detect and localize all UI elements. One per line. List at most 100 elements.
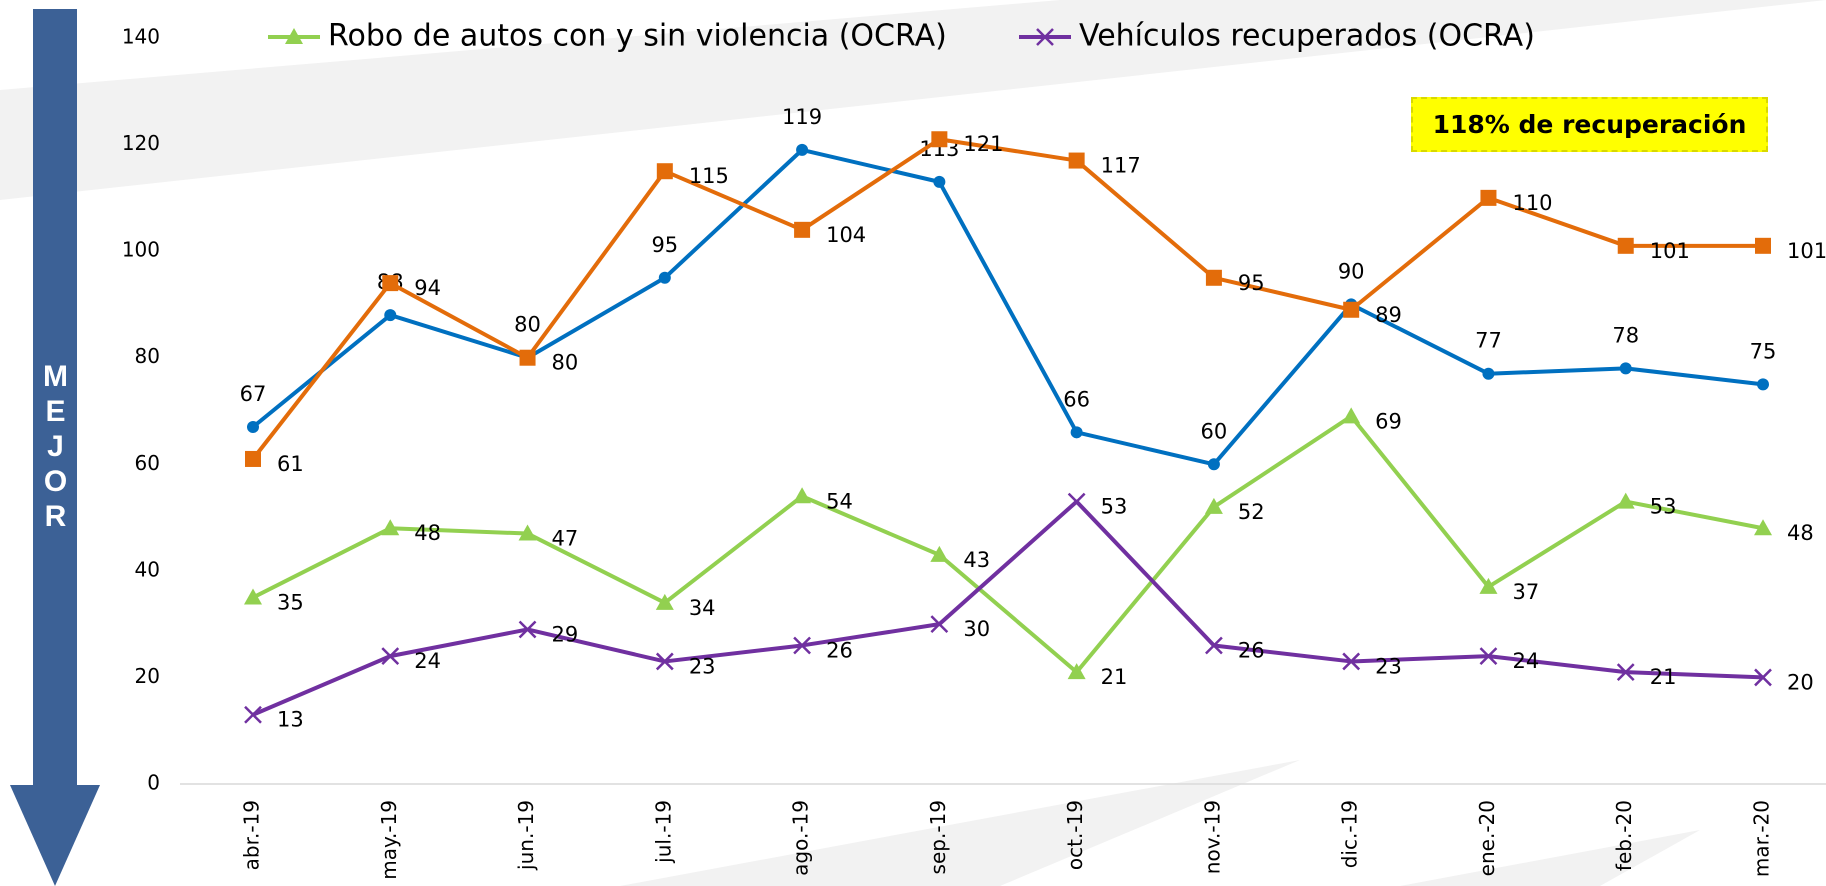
data-label: 119 — [782, 105, 822, 129]
point — [1205, 636, 1223, 655]
data-label: 24 — [1512, 649, 1539, 673]
x-tick-label: abr.-19 — [240, 800, 264, 870]
data-label: 52 — [1238, 500, 1265, 524]
data-label: 37 — [1512, 580, 1539, 604]
point — [1616, 492, 1635, 509]
point — [1479, 577, 1498, 594]
point — [244, 705, 262, 724]
series-line — [251, 147, 1764, 467]
x-tick-label: feb.-20 — [1612, 800, 1636, 871]
point — [796, 143, 809, 156]
data-label: 77 — [1475, 329, 1502, 353]
data-label: 20 — [1787, 670, 1814, 694]
x-tick-label: jun.-19 — [514, 800, 538, 871]
point — [655, 593, 674, 610]
point — [1755, 237, 1771, 254]
data-label: 29 — [552, 622, 579, 646]
legend-label: Robo de autos con y sin violencia (OCRA) — [328, 19, 947, 54]
data-label: 54 — [826, 489, 853, 513]
data-label: 53 — [1650, 495, 1677, 519]
data-label: 95 — [1238, 271, 1265, 295]
data-label: 30 — [963, 617, 990, 641]
legend-marker — [1036, 28, 1054, 46]
y-tick-label: 120 — [122, 131, 160, 155]
point — [245, 450, 261, 467]
data-label: 78 — [1612, 323, 1639, 347]
point — [930, 615, 949, 634]
y-tick-label: 100 — [122, 238, 160, 262]
point — [518, 620, 537, 639]
data-label: 35 — [277, 591, 304, 615]
x-tick-label: mar.-20 — [1750, 800, 1774, 877]
point — [656, 163, 673, 180]
data-label: 94 — [414, 276, 441, 300]
data-label: 115 — [689, 164, 729, 188]
point — [1204, 497, 1223, 514]
point — [1480, 189, 1497, 206]
point — [1342, 407, 1361, 424]
data-label: 47 — [552, 527, 579, 551]
data-label: 26 — [826, 638, 853, 662]
data-label: 121 — [963, 132, 1003, 156]
point — [1757, 378, 1769, 391]
data-label: 80 — [514, 313, 541, 337]
point — [1616, 663, 1635, 681]
data-label: 21 — [1650, 665, 1677, 689]
point — [931, 131, 948, 148]
data-label: 75 — [1750, 339, 1777, 363]
data-label: 26 — [1238, 638, 1265, 662]
data-label: 43 — [963, 548, 990, 572]
point — [518, 524, 537, 541]
data-label: 69 — [1375, 409, 1402, 433]
x-tick-label: jul.-19 — [651, 800, 675, 864]
data-label: 117 — [1101, 154, 1141, 178]
background-swoosh — [620, 760, 1300, 886]
point — [793, 487, 812, 504]
point — [519, 349, 536, 366]
point — [1070, 426, 1083, 439]
data-label: 95 — [651, 233, 678, 257]
series-line — [252, 414, 1764, 675]
background-swoosh — [0, 0, 1826, 200]
point — [381, 647, 400, 665]
data-label: 67 — [240, 382, 267, 406]
point — [247, 420, 259, 433]
point — [793, 636, 811, 655]
x-tick-label: nov.-19 — [1200, 800, 1224, 874]
x-tick-label: sep.-19 — [926, 800, 950, 874]
y-tick-label: 80 — [135, 344, 160, 368]
legend-marker — [285, 28, 303, 44]
x-tick-label: may.-19 — [377, 800, 401, 880]
point — [1343, 301, 1360, 318]
y-tick-label: 60 — [135, 451, 160, 475]
series-line — [251, 137, 1763, 461]
point — [1067, 492, 1086, 511]
data-label: 60 — [1201, 419, 1228, 443]
data-label: 110 — [1512, 191, 1552, 215]
data-label: 13 — [277, 708, 304, 732]
point — [1205, 269, 1222, 286]
data-label: 66 — [1063, 387, 1090, 411]
data-label: 61 — [277, 452, 304, 476]
point — [1068, 152, 1085, 169]
point — [933, 175, 946, 188]
x-tick-label: ene.-20 — [1475, 800, 1499, 876]
data-label: 104 — [826, 223, 866, 247]
data-label: 34 — [689, 596, 716, 620]
side-label: MEJOR — [39, 360, 72, 535]
data-label: 23 — [689, 654, 716, 678]
point — [1619, 362, 1632, 375]
data-label: 23 — [1375, 654, 1402, 678]
data-label: 89 — [1375, 303, 1402, 327]
legend-label: Vehículos recuperados (OCRA) — [1079, 19, 1535, 54]
x-tick-label: oct.-19 — [1063, 800, 1087, 870]
y-tick-label: 20 — [135, 664, 160, 688]
arrow-shaft — [33, 9, 77, 789]
point — [382, 275, 399, 292]
point — [655, 652, 674, 671]
point — [930, 545, 949, 562]
point — [1207, 458, 1220, 471]
point — [658, 271, 671, 284]
data-label: 80 — [552, 351, 579, 375]
